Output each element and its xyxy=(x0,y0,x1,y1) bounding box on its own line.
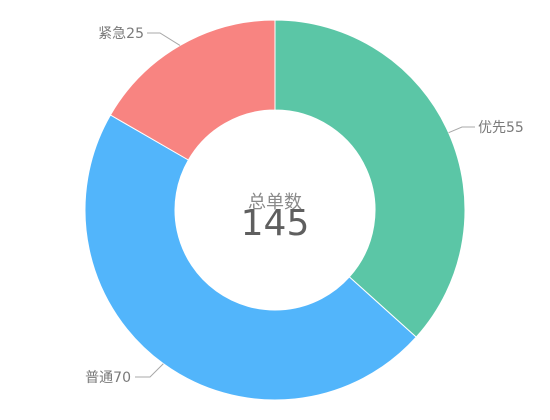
slice-labels: 优先55 普通70 紧急25 xyxy=(85,26,524,386)
leader-line-紧急 xyxy=(147,32,181,46)
slice-label-普通: 普通70 xyxy=(85,370,131,386)
leader-line-普通 xyxy=(135,363,164,378)
slice-label-优先: 优先55 xyxy=(478,120,524,136)
slice-优先[interactable] xyxy=(274,19,466,338)
center-title: 总单数 xyxy=(248,192,302,213)
slice-label-紧急: 紧急25 xyxy=(98,26,144,42)
slice-普通[interactable] xyxy=(84,114,417,401)
slice-紧急[interactable] xyxy=(109,19,276,161)
leader-lines xyxy=(135,32,475,378)
center-value: 145 xyxy=(241,203,310,244)
leader-line-优先 xyxy=(448,126,475,134)
donut-slices xyxy=(84,19,466,401)
